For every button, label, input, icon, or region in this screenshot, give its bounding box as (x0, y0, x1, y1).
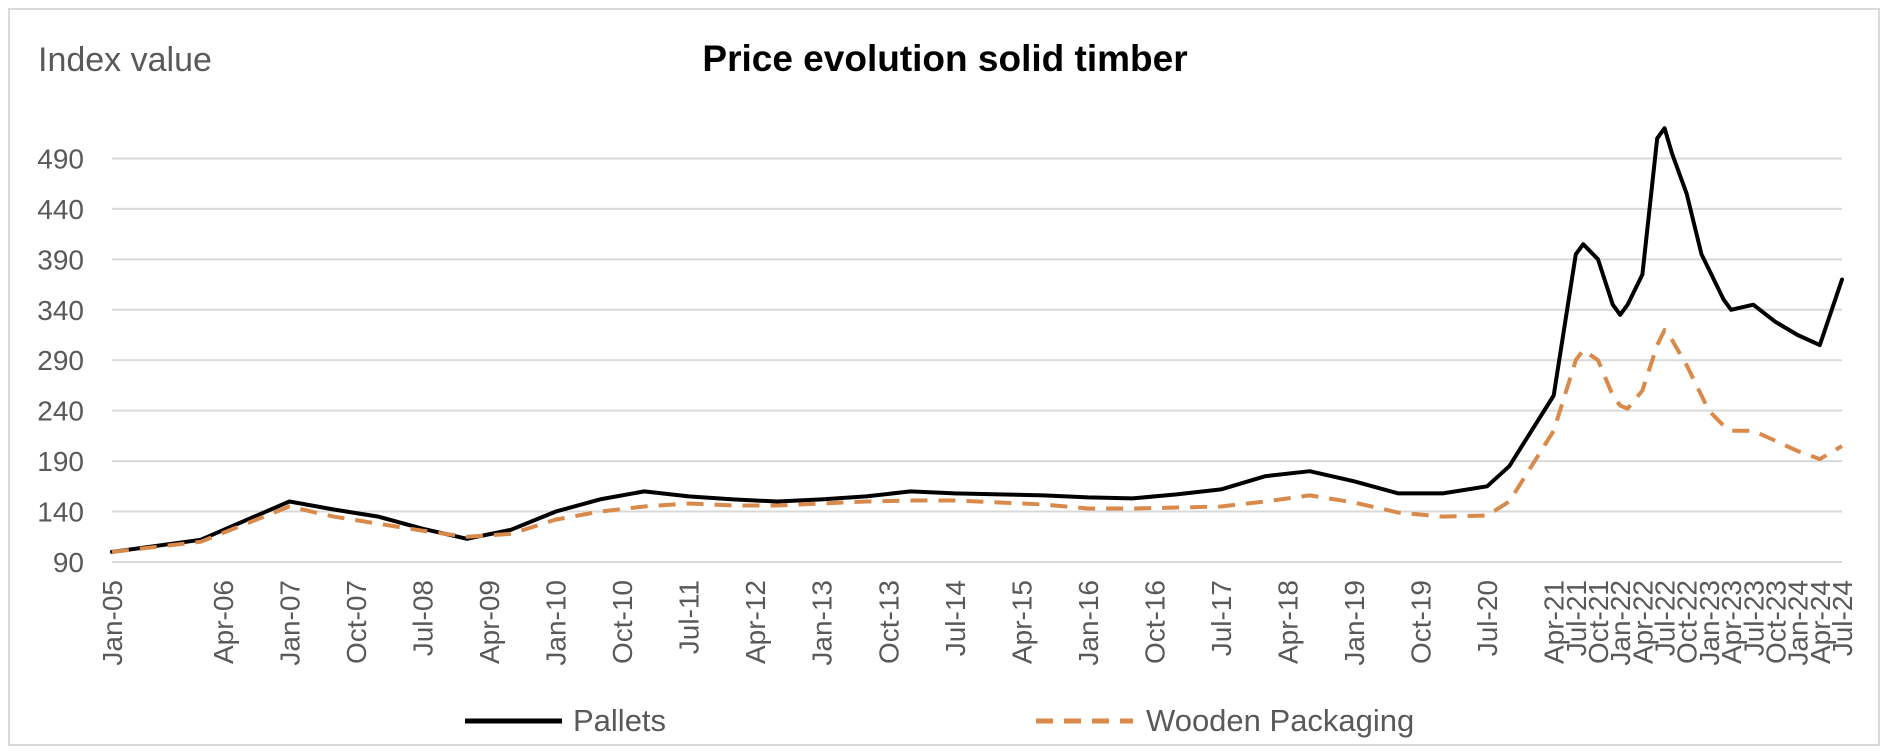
x-tick-apr-24: Apr-24 (1805, 580, 1836, 664)
y-tick-490: 490 (37, 143, 84, 174)
x-tick-apr-18: Apr-18 (1273, 580, 1304, 664)
x-tick-apr-06: Apr-06 (208, 580, 239, 664)
x-tick-oct-22: Oct-22 (1672, 580, 1703, 664)
x-tick-jul-20: Jul-20 (1472, 580, 1503, 656)
y-tick-240: 240 (37, 396, 84, 427)
x-tick-jul-24: Jul-24 (1827, 580, 1858, 656)
series-lines (110, 126, 1844, 554)
x-tick-oct-19: Oct-19 (1406, 580, 1437, 664)
x-tick-apr-15: Apr-15 (1006, 580, 1037, 664)
gridlines (112, 157, 1842, 563)
x-tick-jan-13: Jan-13 (807, 580, 838, 666)
x-tick-apr-09: Apr-09 (474, 580, 505, 664)
x-tick-jan-05: Jan-05 (97, 580, 128, 666)
x-tick-jan-07: Jan-07 (274, 580, 305, 666)
x-tick-labels: Jan-05 Apr-06 Jan-07 Oct-07 Jul-08 Apr-09 Jan-… (97, 580, 1858, 666)
x-tick-oct-10: Oct-10 (607, 580, 638, 664)
x-tick-jul-08: Jul-08 (408, 580, 439, 656)
legend-label-wooden-packaging: Wooden Packaging (1146, 703, 1414, 738)
y-tick-labels: 90 140 190 240 290 340 390 440 490 (37, 143, 84, 578)
x-tick-jul-22: Jul-22 (1650, 580, 1681, 656)
x-tick-jan-19: Jan-19 (1339, 580, 1370, 666)
x-tick-oct-21: Oct-21 (1583, 580, 1614, 664)
x-tick-oct-13: Oct-13 (873, 580, 904, 664)
x-tick-apr-21: Apr-21 (1539, 580, 1570, 664)
y-tick-340: 340 (37, 295, 84, 326)
x-tick-oct-07: Oct-07 (341, 580, 372, 664)
y-tick-440: 440 (37, 194, 84, 225)
x-tick-apr-12: Apr-12 (740, 580, 771, 664)
chart-title: Price evolution solid timber (702, 38, 1187, 79)
x-tick-jan-16: Jan-16 (1073, 580, 1104, 666)
x-tick-jul-23: Jul-23 (1738, 580, 1769, 656)
y-axis-label: Index value (38, 41, 212, 79)
legend-label-pallets: Pallets (573, 703, 666, 738)
x-tick-oct-16: Oct-16 (1139, 580, 1170, 664)
legend: Pallets Wooden Packaging (465, 703, 1414, 738)
x-tick-jul-14: Jul-14 (940, 580, 971, 656)
x-tick-jan-23: Jan-23 (1694, 580, 1725, 666)
x-tick-jan-24: Jan-24 (1783, 580, 1814, 666)
x-tick-jan-10: Jan-10 (541, 580, 572, 666)
x-tick-apr-22: Apr-22 (1627, 580, 1658, 664)
y-tick-190: 190 (37, 446, 84, 477)
y-tick-140: 140 (37, 497, 84, 528)
series-line-wooden-packaging (111, 328, 1844, 554)
series-line-pallets (110, 126, 1844, 554)
x-tick-jul-21: Jul-21 (1561, 580, 1592, 656)
x-tick-jul-17: Jul-17 (1206, 580, 1237, 656)
y-tick-390: 390 (37, 244, 84, 275)
y-tick-290: 290 (37, 345, 84, 376)
chart-frame (8, 8, 1880, 746)
x-tick-oct-23: Oct-23 (1760, 580, 1791, 664)
y-tick-90: 90 (53, 547, 84, 578)
x-tick-jul-11: Jul-11 (674, 580, 705, 654)
x-tick-apr-23: Apr-23 (1716, 580, 1747, 664)
x-tick-jan-22: Jan-22 (1605, 580, 1636, 666)
